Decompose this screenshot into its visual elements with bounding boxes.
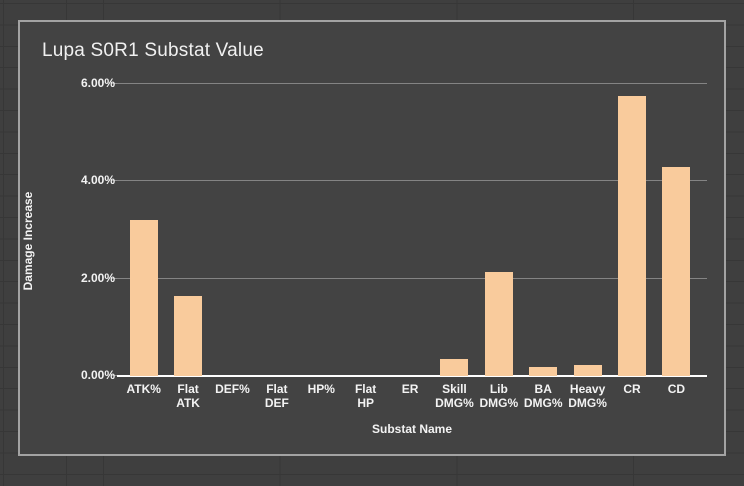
x-tick-label: ATK%: [126, 382, 161, 396]
bar: [529, 367, 558, 376]
x-tick-label: ER: [401, 382, 419, 396]
x-tick-label: Heavy DMG%: [568, 382, 607, 410]
x-axis-line: [117, 375, 707, 377]
bars-layer: [122, 84, 699, 376]
x-tick-label: HP%: [307, 382, 335, 396]
x-tick-label: BA DMG%: [523, 382, 563, 410]
bar-band: [388, 84, 432, 376]
y-axis-tick-mark: [111, 83, 117, 84]
y-tick-label: 6.00%: [80, 76, 115, 90]
x-tick-label: Skill DMG%: [435, 382, 474, 410]
bar: [129, 219, 158, 376]
y-tick-label: 2.00%: [80, 270, 115, 285]
y-tick-label: 4.00%: [80, 173, 115, 188]
gridline: [117, 83, 707, 84]
x-tick-label: Lib DMG%: [479, 382, 519, 410]
x-tick-label: Flat ATK: [176, 382, 200, 410]
bar: [662, 167, 691, 376]
y-tick-label: 0.00%: [80, 368, 115, 382]
plot-area: [111, 83, 707, 377]
bar: [617, 96, 646, 376]
bar-band: [477, 84, 521, 376]
bar: [174, 295, 203, 376]
bar-band: [166, 84, 210, 376]
y-axis-tick-labels: 0.00% 2.00% 4.00% 6.00%: [20, 22, 115, 454]
gridline: [117, 277, 707, 279]
bar-band: [654, 84, 698, 376]
bar-band: [255, 84, 299, 376]
spreadsheet-row-header-line: [3, 0, 4, 486]
bar-band: [299, 84, 343, 376]
x-tick-label: Flat DEF: [264, 382, 289, 410]
y-axis-tick-mark: [111, 180, 117, 182]
bar-band: [521, 84, 565, 376]
chart-title: Lupa S0R1 Substat Value: [42, 40, 264, 61]
bar-band: [610, 84, 654, 376]
x-axis-tick-labels: ATK% Flat ATK DEF% Flat DEF HP% Flat HP ER Skill DM…: [122, 382, 699, 410]
gridline: [117, 180, 707, 182]
chart-object[interactable]: Lupa S0R1 Substat Value Damage Increase …: [18, 20, 726, 456]
bar: [440, 359, 469, 376]
bar-band: [432, 84, 476, 376]
y-axis-tick-mark: [111, 375, 117, 376]
bar-band: [565, 84, 609, 376]
x-tick-label: DEF%: [215, 382, 250, 396]
x-tick-label: Flat HP: [354, 382, 377, 410]
x-axis-title: Substat Name: [371, 422, 453, 436]
bar: [573, 364, 602, 376]
bar: [484, 272, 513, 376]
bar-band: [343, 84, 387, 376]
y-axis-tick-mark: [111, 277, 117, 279]
x-tick-label: CR: [623, 382, 641, 396]
bar-band: [122, 84, 166, 376]
x-tick-label: CD: [667, 382, 686, 396]
bar-band: [210, 84, 254, 376]
